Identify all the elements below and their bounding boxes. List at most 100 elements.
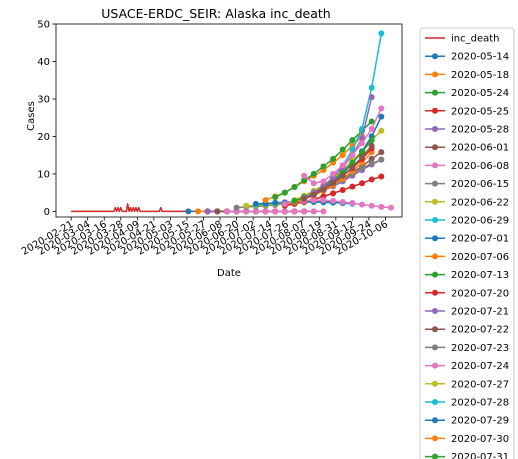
data-point: [252, 200, 259, 207]
data-point: [339, 199, 346, 206]
legend-marker-2020-07-06: [432, 253, 438, 260]
data-point: [281, 189, 288, 196]
legend-label-2020-05-25: 2020-05-25: [451, 106, 509, 117]
legend-marker-2020-07-24: [432, 362, 438, 369]
data-point: [310, 180, 317, 187]
data-point: [349, 137, 356, 144]
axes: 010203040502020-02-212020-03-042020-03-1…: [20, 20, 403, 258]
data-point: [320, 178, 327, 185]
data-point: [339, 152, 346, 159]
data-point: [330, 190, 337, 197]
data-point: [349, 183, 356, 190]
data-point: [368, 84, 375, 91]
data-point: [339, 187, 346, 194]
data-point: [368, 125, 375, 132]
data-point: [291, 197, 298, 204]
legend-marker-2020-06-08: [432, 162, 438, 169]
y-tick-label: 40: [37, 57, 50, 68]
legend-label-2020-06-08: 2020-06-08: [451, 161, 509, 172]
series-2020-08-10: [301, 105, 385, 187]
data-point: [349, 200, 356, 207]
data-point: [194, 208, 201, 215]
legend-marker-2020-07-01: [432, 235, 438, 242]
legend-marker-2020-05-14: [432, 53, 438, 60]
legend-marker-2020-05-18: [432, 71, 438, 78]
legend: inc_death 2020-05-14 2020-05-18 2020-05-24 2…: [419, 27, 515, 459]
y-axis-label: Cases: [26, 101, 37, 131]
data-point: [281, 200, 288, 207]
legend-marker-2020-05-24: [432, 89, 438, 96]
data-point: [243, 208, 250, 215]
series-2020-07-13: [272, 118, 375, 201]
data-point: [185, 208, 192, 215]
data-point: [368, 160, 375, 167]
data-point: [378, 156, 385, 163]
legend-label-2020-06-22: 2020-06-22: [451, 197, 509, 208]
data-point: [330, 197, 337, 204]
data-point: [330, 170, 337, 177]
legend-label-2020-06-15: 2020-06-15: [451, 179, 509, 190]
legend-label-2020-07-31: 2020-07-31: [451, 452, 509, 459]
legend-marker-2020-07-22: [432, 326, 438, 333]
data-point: [359, 154, 366, 161]
legend-marker-2020-07-29: [432, 417, 438, 424]
legend-marker-2020-06-29: [432, 217, 438, 223]
legend-label-2020-05-18: 2020-05-18: [451, 70, 509, 81]
data-point: [214, 208, 221, 215]
data-point: [320, 208, 327, 215]
data-point: [320, 197, 327, 204]
legend-label-2020-07-01: 2020-07-01: [451, 234, 509, 245]
data-point: [291, 208, 298, 215]
data-point: [272, 208, 279, 215]
data-point: [359, 165, 366, 172]
data-point: [349, 159, 356, 166]
legend-label-2020-07-22: 2020-07-22: [451, 325, 509, 336]
data-point: [368, 202, 375, 209]
legend-label-2020-07-24: 2020-07-24: [451, 361, 509, 372]
data-point: [368, 176, 375, 183]
data-point: [378, 30, 385, 37]
data-point: [310, 191, 317, 198]
data-point: [349, 152, 356, 159]
data-point: [262, 197, 269, 204]
legend-marker-2020-06-22: [432, 198, 438, 205]
legend-label-2020-05-14: 2020-05-14: [451, 52, 509, 63]
series-2020-08-03: [301, 142, 375, 203]
plot-frame: [55, 23, 403, 218]
data-point: [378, 203, 385, 210]
x-axis-label: Date: [217, 268, 241, 279]
data-point: [378, 127, 385, 134]
data-point: [272, 199, 279, 206]
data-point: [368, 142, 375, 149]
data-point: [349, 164, 356, 171]
legend-marker-2020-07-13: [432, 271, 438, 278]
legend-label-2020-07-21: 2020-07-21: [451, 307, 509, 318]
y-tick-label: 20: [37, 132, 50, 143]
data-point: [339, 162, 346, 169]
data-point: [320, 163, 327, 170]
legend-label-2020-07-20: 2020-07-20: [451, 288, 509, 299]
legend-marker-2020-06-01: [432, 144, 438, 151]
legend-label-2020-07-13: 2020-07-13: [451, 270, 509, 281]
legend-label-2020-05-24: 2020-05-24: [451, 88, 509, 99]
y-tick-label: 50: [37, 20, 50, 31]
series-line: [284, 199, 392, 209]
series-line: [71, 203, 186, 213]
data-point: [387, 204, 394, 211]
legend-marker-2020-06-15: [432, 180, 438, 187]
data-point: [368, 137, 375, 144]
legend-marker-2020-07-21: [432, 308, 438, 314]
y-tick-label: 10: [37, 169, 50, 180]
data-point: [378, 105, 385, 112]
data-point: [330, 155, 337, 162]
data-point: [310, 170, 317, 177]
data-point: [378, 173, 385, 180]
data-point: [368, 118, 375, 125]
data-point: [310, 197, 317, 204]
legend-marker-2020-07-31: [432, 453, 438, 459]
legend-label-2020-07-28: 2020-07-28: [451, 398, 509, 409]
data-point: [281, 208, 288, 215]
legend-marker-2020-07-20: [432, 289, 438, 296]
data-point: [359, 201, 366, 208]
data-point: [339, 172, 346, 179]
